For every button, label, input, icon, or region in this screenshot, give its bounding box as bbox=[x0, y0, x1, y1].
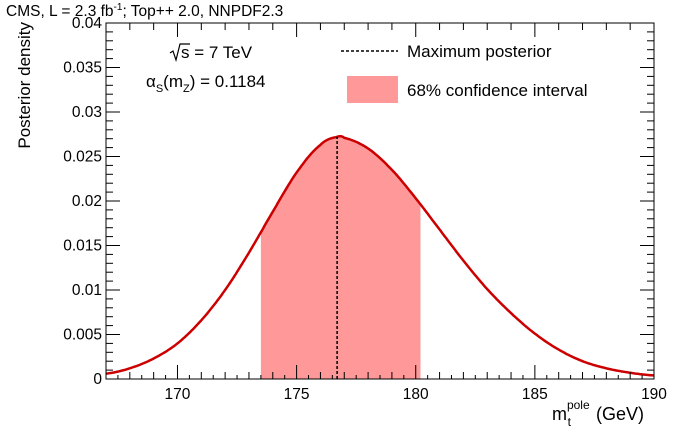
x-label-sub: t bbox=[568, 415, 572, 429]
y-tick-label: 0.02 bbox=[72, 193, 102, 210]
chart-header: CMS, L = 2.3 fb-1; Top++ 2.0, NNPDF2.3 bbox=[6, 2, 283, 20]
alpha-symbol: α bbox=[146, 72, 156, 91]
x-tick-label: 175 bbox=[284, 386, 310, 403]
axes-layer: 0 0.005 0.01 0.015 0.02 0.025 0.03 0.035 0.04 170… bbox=[63, 15, 667, 403]
confidence-band-layer bbox=[260, 136, 421, 379]
alpha-mid-sub: Z bbox=[183, 83, 190, 95]
y-tick-label: 0.025 bbox=[63, 149, 102, 166]
y-tick-label: 0.03 bbox=[72, 104, 102, 121]
x-tick-label: 180 bbox=[403, 386, 429, 403]
y-axis-label: Posterior density bbox=[15, 22, 34, 149]
energy-value: = 7 TeV bbox=[190, 43, 253, 62]
curve-layer bbox=[105, 134, 654, 379]
y-tick-label: 0.04 bbox=[72, 15, 103, 32]
alpha-sub: S bbox=[156, 83, 163, 95]
y-tick-label: 0.005 bbox=[63, 327, 102, 344]
legend: Maximum posterior 68% confidence interva… bbox=[341, 42, 588, 103]
legend-confidence-swatch bbox=[347, 76, 398, 103]
x-label-unit: (GeV) bbox=[591, 404, 644, 424]
x-axis-label: mpole t (GeV) bbox=[552, 398, 644, 429]
header-suffix: ; Top++ 2.0, NNPDF2.3 bbox=[122, 3, 283, 20]
y-tick-label: 0.01 bbox=[72, 282, 102, 299]
header-prefix: CMS, L = 2.3 fb bbox=[6, 3, 114, 20]
header-sup: -1 bbox=[114, 2, 123, 13]
y-tick-label: 0 bbox=[93, 371, 102, 388]
energy-sqrt-arg: s bbox=[181, 43, 190, 62]
alpha-annotation: αS(mZ) = 0.1184 bbox=[146, 72, 266, 95]
x-tick-label: 190 bbox=[641, 386, 667, 403]
svg-text:s = 7 TeV: s = 7 TeV bbox=[181, 43, 253, 62]
x-tick-label: 185 bbox=[522, 386, 548, 403]
y-tick-label: 0.015 bbox=[63, 238, 102, 255]
sqrt-symbol bbox=[169, 43, 190, 63]
legend-max-posterior-label: Maximum posterior bbox=[407, 42, 552, 61]
alpha-mid: (m bbox=[163, 72, 183, 91]
legend-confidence-label: 68% confidence interval bbox=[407, 81, 588, 100]
x-tick-label: 170 bbox=[165, 386, 191, 403]
alpha-rest: ) = 0.1184 bbox=[190, 72, 266, 91]
energy-annotation: s = 7 TeV bbox=[169, 43, 253, 63]
y-tick-label: 0.035 bbox=[63, 60, 102, 77]
x-label-main: m bbox=[552, 404, 567, 424]
confidence-interval-band bbox=[260, 136, 421, 379]
posterior-curve bbox=[105, 134, 654, 377]
x-label-sup: pole bbox=[567, 398, 590, 412]
